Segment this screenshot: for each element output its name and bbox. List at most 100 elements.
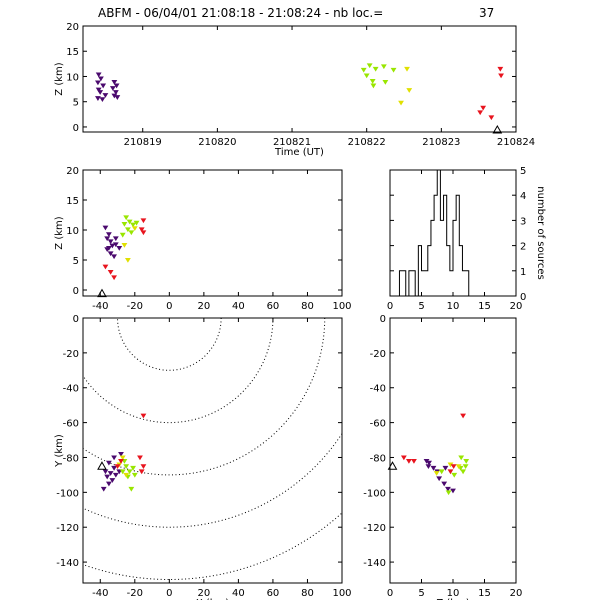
source-point-red [118,458,124,464]
source-point-red [498,73,504,79]
panel-time-height: 210819 210820 210821 210822 210823 210824 0 5 10… [54,22,535,158]
x-tick-label: 60 [267,301,280,312]
source-point-yellow [121,243,128,248]
source-point-yellow [124,258,131,263]
x-tick-label: 5 [418,301,424,312]
source-point-purple [102,469,109,475]
histogram-bar [462,271,465,296]
y-tick-label: -140 [56,558,79,569]
source-point-red [477,110,484,116]
source-point-purple [100,83,107,89]
y-tick-label: -60 [370,419,386,430]
x-tick-label: 15 [478,301,491,312]
source-point-purple [105,232,112,237]
x-tick-label: 20 [510,301,523,312]
y-axis-label: Y (km) [54,434,65,468]
source-point-yellow [119,455,126,461]
source-point-purple [102,93,109,98]
range-ring [83,318,326,476]
source-point-purple [97,90,104,95]
y-tick-label: -100 [363,488,386,499]
source-point-purple [445,486,451,492]
source-point-red [488,115,495,121]
y-axis-label: number of sources [535,186,546,279]
y-tick-label: -20 [370,349,386,360]
panel-z-y: 0 5 10 15 20 0 -20 -40 -60 -80 -100 -120 -140 Z (km) [363,314,522,600]
y-tick-label: 20 [66,22,79,33]
source-point-purple [107,251,114,257]
source-point-red [137,455,143,461]
source-point-purple [112,90,119,95]
y-tick-label: 3 [520,216,526,227]
source-point-purple [111,455,117,461]
x-tick-label: 210820 [198,137,236,148]
source-point-purple [102,225,109,231]
x-tick-label: 10 [447,301,460,312]
x-tick-label: 100 [332,301,351,312]
x-tick-label: 60 [267,588,280,599]
source-point-purple [99,97,106,102]
source-point-red [411,458,417,464]
source-point-lime [363,73,370,79]
source-point-purple [107,471,114,476]
y-tick-label: -40 [63,384,79,395]
source-point-lime [458,455,465,461]
data-points [95,63,504,121]
station-marker [97,461,107,470]
y-tick-label: 0 [520,292,526,303]
source-point-purple [105,460,112,466]
y-tick-label: 15 [66,196,79,207]
x-tick-label: 80 [301,588,314,599]
y-tick-label: 5 [73,98,79,109]
source-point-lime [380,64,387,70]
source-point-yellow [398,100,404,106]
source-point-red [140,230,147,236]
source-point-purple [95,72,102,78]
x-tick-label: 20 [197,588,210,599]
y-tick-label: -60 [63,419,79,430]
source-point-purple [442,465,449,471]
source-point-yellow [131,226,138,231]
data-points [100,413,147,492]
x-axis-label: X (km) [196,598,229,600]
y-tick-label: -140 [363,558,386,569]
source-point-purple [95,87,102,93]
source-point-purple [109,243,116,249]
source-point-red [447,469,454,475]
y-tick-label: -120 [56,523,79,534]
source-point-purple [104,474,111,480]
y-tick-label: 10 [66,226,79,237]
source-point-purple [441,481,448,487]
x-tick-label: 20 [197,301,210,312]
source-point-red [460,413,466,419]
source-point-lime [360,67,367,73]
x-tick-label: 210824 [497,137,535,148]
source-point-red [405,458,412,464]
source-point-lime [126,469,133,475]
source-point-lime [390,67,397,73]
source-point-purple [112,242,119,248]
source-point-lime [126,219,133,225]
x-tick-label: -20 [127,301,143,312]
x-tick-label: 0 [387,301,393,312]
source-point-purple [98,76,104,82]
y-tick-label: -80 [63,453,79,464]
histogram-outline [398,169,470,297]
x-tick-label: 0 [387,588,393,599]
source-point-red [450,464,457,469]
y-tick-label: 15 [66,47,79,58]
y-tick-label: 1 [520,267,526,278]
x-tick-label: -40 [92,588,108,599]
source-point-lime [130,222,136,228]
source-point-purple [95,96,101,101]
source-point-lime [369,79,376,84]
source-point-purple [105,246,112,251]
x-tick-label: 210822 [348,137,386,148]
source-point-purple [116,246,123,251]
source-point-purple [436,476,443,482]
location-count: 37 [479,6,494,20]
source-point-red [480,105,487,111]
source-point-lime [123,464,130,469]
figure-title: ABFM - 06/04/01 21:08:18 - 21:08:24 - nb… [98,6,383,20]
